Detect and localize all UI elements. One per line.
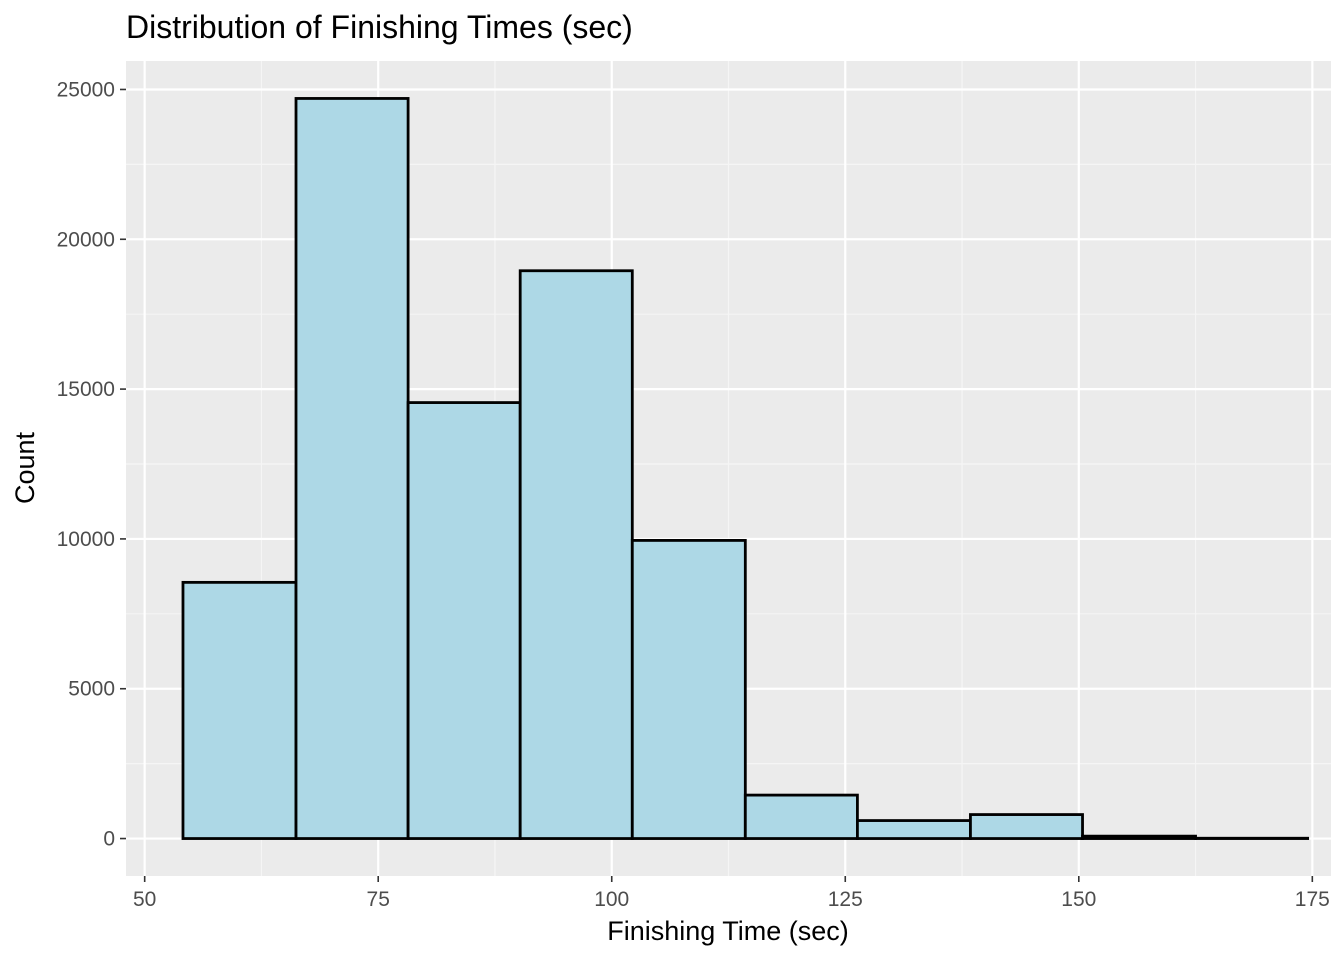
histogram-bar-8: [969, 813, 1084, 840]
histogram-bar-1: [181, 580, 298, 840]
y-tick-label: 20000: [57, 228, 115, 251]
histogram-bar-4: [518, 269, 634, 840]
x-tick-label: 175: [1295, 888, 1330, 911]
y-axis: 0 5000 10000 15000 20000 25000: [57, 78, 126, 851]
x-tick-label: 75: [367, 888, 390, 911]
y-tick-label: 10000: [57, 528, 115, 551]
histogram-bar-7: [856, 819, 972, 840]
y-tick-label: 15000: [57, 378, 115, 401]
y-axis-title: Count: [10, 431, 40, 504]
x-tick-label: 100: [594, 888, 629, 911]
y-tick-label: 5000: [68, 678, 115, 701]
chart-title: Distribution of Finishing Times (sec): [126, 9, 633, 45]
histogram-bar-9: [1081, 834, 1197, 840]
y-tick-label: 0: [103, 828, 115, 851]
x-tick-label: 150: [1061, 888, 1096, 911]
x-axis-title: Finishing Time (sec): [607, 916, 849, 946]
histogram-bars: [181, 97, 1310, 840]
x-tick-label: 50: [133, 888, 156, 911]
y-tick-label: 25000: [57, 78, 115, 101]
x-tick-label: 125: [828, 888, 863, 911]
histogram-bar-2: [294, 97, 410, 840]
x-axis: 50 75 100 125 150 175: [133, 876, 1330, 911]
histogram-bar-3: [406, 401, 522, 840]
histogram-bar-5: [630, 539, 747, 840]
histogram-bar-6: [743, 793, 859, 840]
